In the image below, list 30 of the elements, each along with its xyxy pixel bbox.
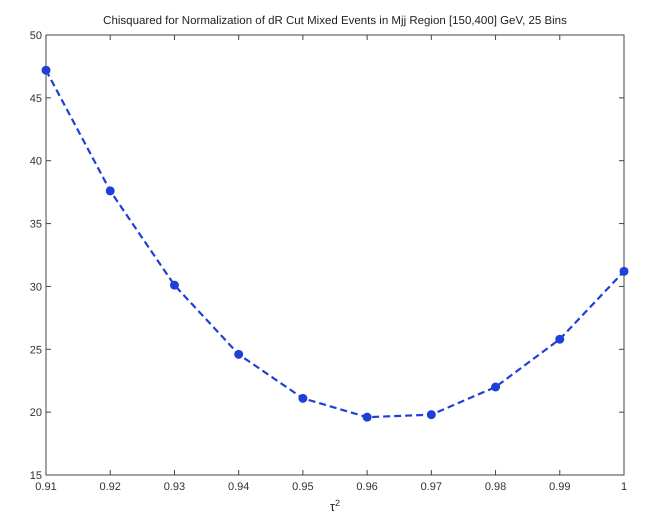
x-tick-label: 0.99: [549, 481, 570, 493]
x-tick-label: 0.92: [100, 481, 121, 493]
x-axis-title: τ$^{2}$: [330, 498, 340, 514]
point: [491, 382, 500, 392]
x-tick-label: 0.95: [292, 481, 314, 493]
x-tick-label: 0.91: [35, 481, 57, 493]
y-tick-label: 30: [30, 281, 42, 294]
y-tick-label: 45: [30, 92, 42, 105]
y-tick-label: 40: [30, 156, 42, 168]
point: [620, 266, 628, 276]
x-tick-label: 0.93: [164, 481, 186, 493]
point: [555, 334, 564, 344]
point: [42, 66, 50, 75]
y-tick-label: 20: [30, 407, 42, 420]
x-tick-label: 0.98: [484, 481, 506, 493]
y-tick-label: 50: [30, 30, 42, 42]
x-tick-label: 1: [620, 481, 628, 493]
x-tick-label: 0.94: [228, 481, 250, 493]
point: [362, 412, 372, 422]
y-tick-label: 35: [30, 218, 42, 231]
x-tick-label: 0.97: [420, 481, 442, 493]
point: [106, 186, 115, 196]
point: [426, 410, 436, 420]
x-tick-label: 0.96: [356, 481, 378, 493]
point: [298, 394, 308, 403]
y-tick-label: 25: [30, 344, 42, 356]
point: [170, 280, 179, 290]
chart-title: Chisquared for Normalization of dR Cut Mixed Events in Mjj Region [150,400] GeV, 25 Bins: [103, 15, 568, 27]
point: [234, 350, 244, 359]
y-tick-label: 15: [30, 470, 42, 482]
